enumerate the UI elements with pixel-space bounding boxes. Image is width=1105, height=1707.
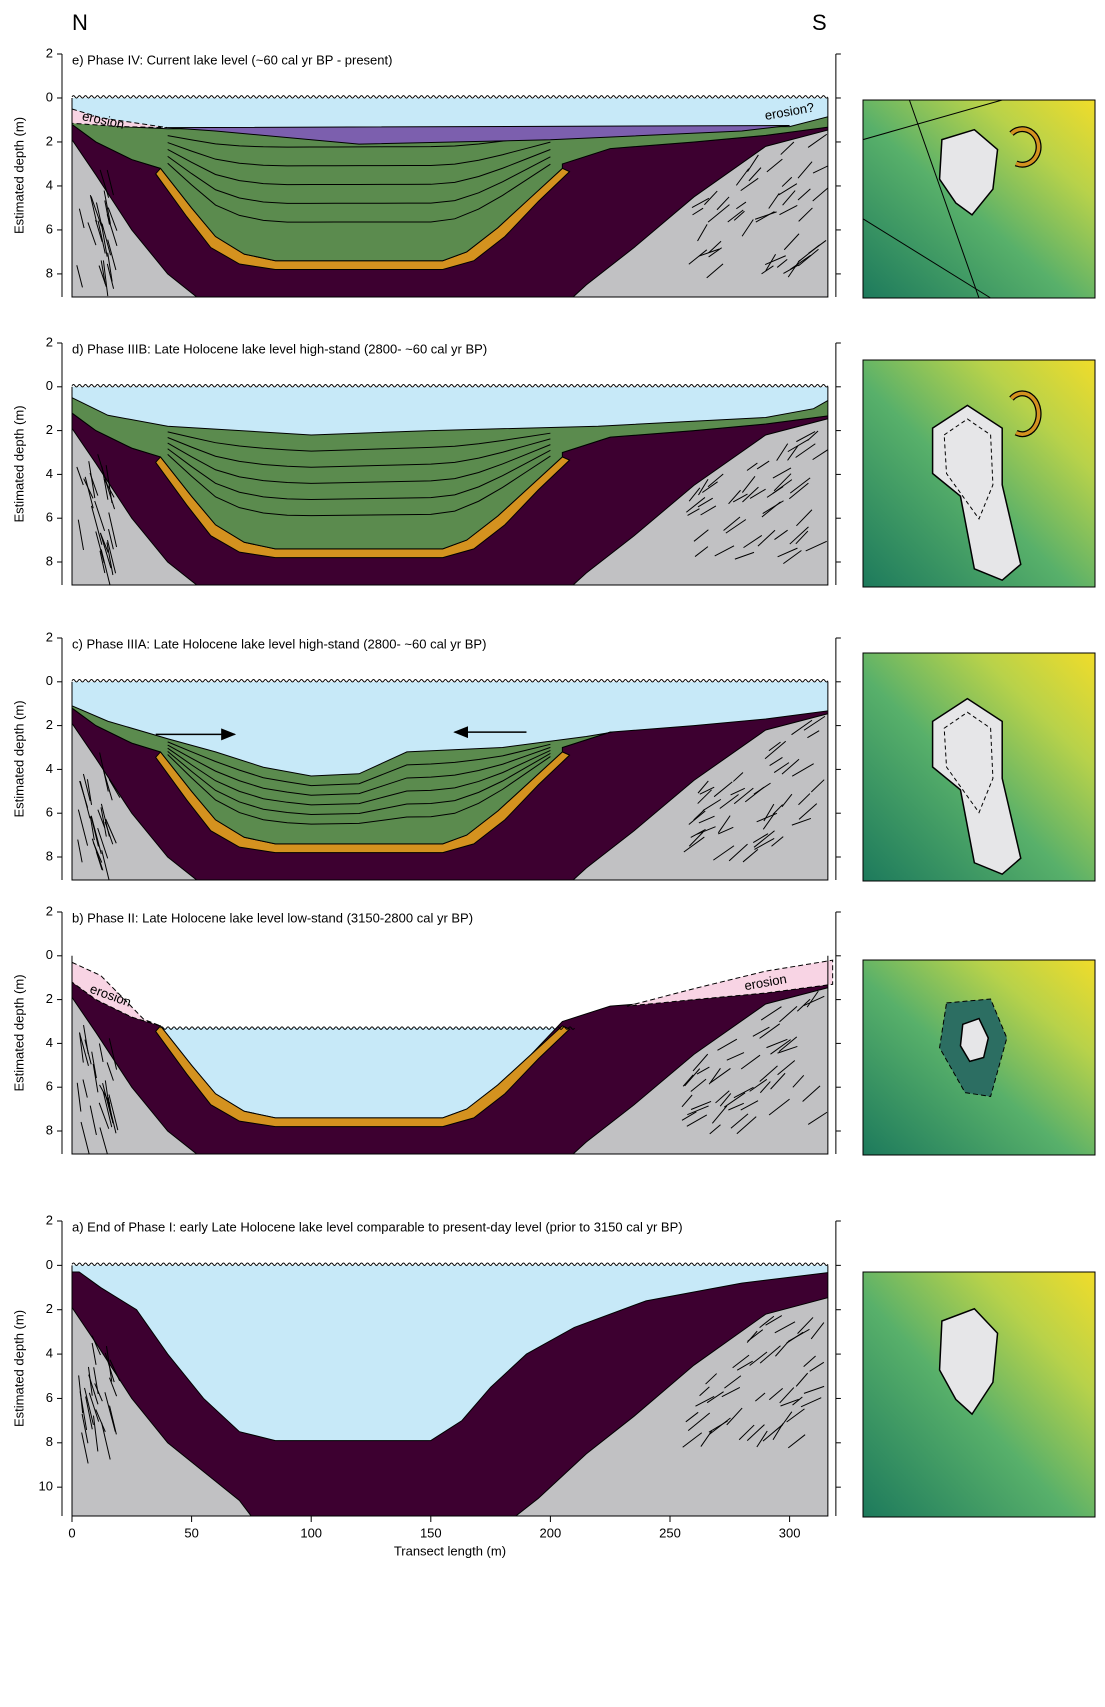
y-tick-label: 0: [46, 89, 53, 104]
y-tick-label: 0: [46, 947, 53, 962]
y-tick-label: 2: [46, 629, 53, 644]
x-tick-label: 0: [68, 1525, 75, 1540]
y-axis-title: Estimated depth (m): [11, 700, 26, 817]
y-tick-label: 2: [46, 1301, 53, 1316]
y-tick-label: 4: [46, 177, 53, 192]
panel-title: e) Phase IV: Current lake level (~60 cal…: [72, 52, 392, 67]
x-tick-label: 50: [184, 1525, 198, 1540]
y-axis-title: Estimated depth (m): [11, 405, 26, 522]
y-tick-label: 8: [46, 553, 53, 568]
y-tick-label: 2: [46, 422, 53, 437]
y-tick-label: 8: [46, 1434, 53, 1449]
y-tick-label: 4: [46, 761, 53, 776]
water-surface: [72, 384, 828, 387]
y-tick-label: 0: [46, 378, 53, 393]
x-tick-label: 250: [659, 1525, 681, 1540]
layers: [72, 1265, 833, 1531]
x-tick-label: 150: [420, 1525, 442, 1540]
x-axis-title: Transect length (m): [394, 1543, 506, 1558]
y-tick-label: 6: [46, 805, 53, 820]
y-tick-label: 8: [46, 265, 53, 280]
page: N S erosionerosion?202468Estimated depth…: [0, 0, 1105, 1707]
layers: [72, 387, 833, 650]
y-axis-title: Estimated depth (m): [11, 117, 26, 234]
x-tick-label: 200: [540, 1525, 562, 1540]
north-label: N: [72, 10, 88, 35]
map: [863, 1272, 1095, 1517]
south-label: S: [812, 10, 827, 35]
map: [863, 653, 1095, 881]
panel-title: c) Phase IIIA: Late Holocene lake level …: [72, 636, 486, 651]
y-tick-label: 2: [46, 133, 53, 148]
y-tick-label: 4: [46, 466, 53, 481]
layers: [72, 682, 833, 945]
water-surface: [72, 96, 828, 99]
y-tick-label: 4: [46, 1346, 53, 1361]
y-tick-label: 2: [46, 903, 53, 918]
y-tick-label: 6: [46, 510, 53, 525]
y-tick-label: 2: [46, 717, 53, 732]
map: [863, 100, 1095, 298]
water-surface: [72, 1263, 828, 1266]
map: [863, 960, 1095, 1155]
panel-title: b) Phase II: Late Holocene lake level lo…: [72, 910, 473, 925]
cross-section: 2 0 2 4 6 8 Estimated depth (m) c) Phase IIIA: …: [11, 629, 840, 944]
map: [863, 360, 1095, 587]
y-tick-label: 6: [46, 1079, 53, 1094]
y-axis-title: Estimated depth (m): [11, 1310, 26, 1427]
panel-title: d) Phase IIIB: Late Holocene lake level …: [72, 341, 487, 356]
y-tick-label: 6: [46, 221, 53, 236]
y-tick-label: 10: [39, 1479, 53, 1494]
x-tick-label: 300: [779, 1525, 801, 1540]
y-tick-label: 8: [46, 1122, 53, 1137]
y-tick-label: 2: [46, 334, 53, 349]
water-surface: [72, 679, 828, 682]
y-axis-title: Estimated depth (m): [11, 974, 26, 1091]
y-tick-label: 0: [46, 673, 53, 688]
cross-section: 2 0 2 4 6 8 10 Estimated depth (m) a) End of Pha…: [11, 1212, 840, 1531]
y-tick-label: 2: [46, 45, 53, 60]
y-tick-label: 2: [46, 1212, 53, 1227]
layers: [72, 98, 833, 362]
y-tick-label: 2: [46, 991, 53, 1006]
y-tick-label: 6: [46, 1390, 53, 1405]
panel-title: a) End of Phase I: early Late Holocene l…: [72, 1219, 683, 1234]
y-tick-label: 0: [46, 1257, 53, 1272]
y-tick-label: 4: [46, 1035, 53, 1050]
cross-section: 2 0 2 4 6 8 Estimated depth (m) d) Phase IIIB: …: [11, 334, 840, 649]
figure: N S erosionerosion?202468Estimated depth…: [0, 0, 1105, 1707]
x-tick-label: 100: [300, 1525, 322, 1540]
layers: [72, 982, 833, 1219]
y-tick-label: 8: [46, 848, 53, 863]
